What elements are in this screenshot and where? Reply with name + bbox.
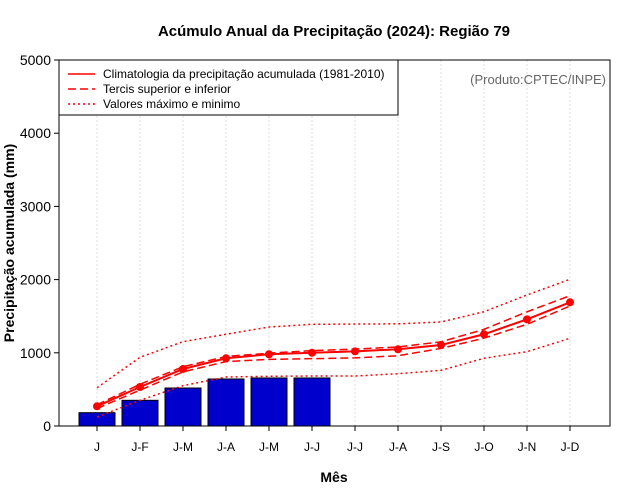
bar (293, 377, 331, 427)
series-line-solid (96, 301, 571, 408)
y-tick-label: 2000 (20, 272, 51, 288)
x-tick-label: J-M (173, 440, 193, 454)
climatology-point (566, 298, 574, 307)
credit-text: (Produto:CPTEC/INPE) (470, 72, 606, 87)
series-line-dashed (96, 305, 571, 410)
x-tick-label: J-A (389, 440, 407, 454)
x-tick-label: J-J (304, 440, 320, 454)
y-tick-label: 5000 (20, 52, 51, 68)
y-tick-label: 0 (43, 418, 51, 434)
x-axis-label: Mês (320, 469, 347, 485)
climatology-point (179, 364, 187, 373)
series-line-dotted (96, 278, 571, 389)
legend-entry: Tercis superior e inferior (103, 82, 231, 96)
x-tick-label: J-N (518, 440, 537, 454)
climatology-point (437, 340, 445, 349)
climatology-point (480, 330, 488, 339)
bar (207, 378, 245, 427)
series-line-dashed (96, 295, 571, 406)
chart-title: Acúmulo Anual da Precipitação (2024): Re… (158, 23, 510, 40)
legend-box (58, 59, 399, 116)
bar (164, 387, 202, 427)
y-tick-label: 4000 (20, 125, 51, 141)
bar (78, 412, 116, 427)
y-tick-label: 1000 (20, 345, 51, 361)
climatology-point (136, 382, 144, 391)
x-tick-label: J-O (474, 440, 493, 454)
climatology-point (308, 348, 316, 357)
x-tick-label: J-F (131, 440, 148, 454)
x-tick-label: J-M (259, 440, 279, 454)
bar (250, 377, 288, 427)
y-tick-label: 3000 (20, 198, 51, 214)
legend-entry: Valores máximo e minimo (103, 97, 240, 111)
bar (121, 399, 159, 427)
x-tick-label: J-J (347, 440, 363, 454)
climatology-point (265, 350, 273, 359)
legend: Climatologia da precipitação acumulada (… (58, 59, 399, 116)
climatology-point (523, 315, 531, 324)
y-axis-label: Precipitação acumulada (mm) (1, 144, 17, 342)
x-tick-label: J-A (217, 440, 235, 454)
x-tick-label: J-S (432, 440, 450, 454)
x-tick-label: J (94, 440, 100, 454)
legend-entry: Climatologia da precipitação acumulada (… (103, 67, 385, 81)
x-tick-label: J-D (561, 440, 580, 454)
